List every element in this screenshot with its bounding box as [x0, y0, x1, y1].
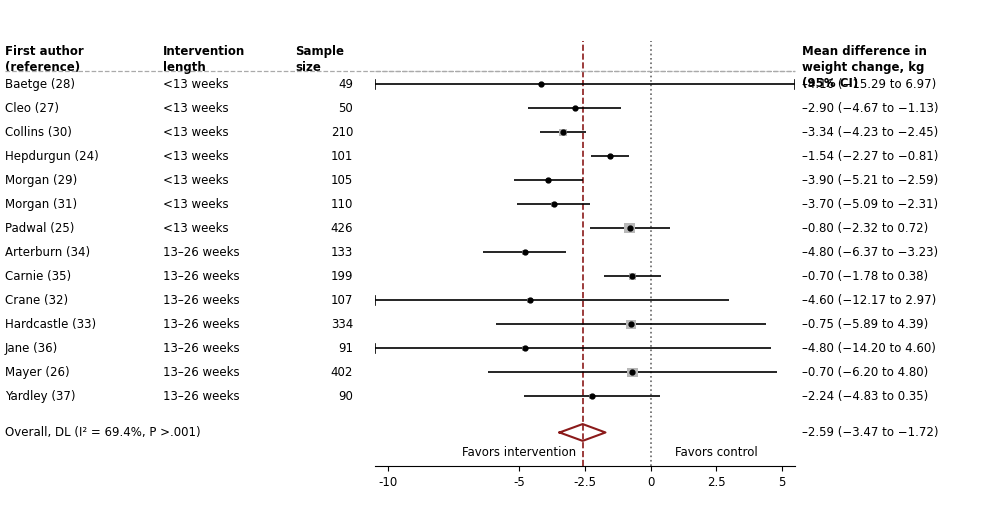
- Text: 402: 402: [331, 366, 353, 379]
- Bar: [527, 298, 533, 303]
- Text: Yardley (37): Yardley (37): [5, 390, 76, 403]
- Text: Mayer (26): Mayer (26): [5, 366, 70, 379]
- Text: Hepdurgun (24): Hepdurgun (24): [5, 150, 99, 163]
- Text: Morgan (29): Morgan (29): [5, 174, 77, 187]
- Text: 13–26 weeks: 13–26 weeks: [163, 366, 240, 379]
- Text: Baetge (28): Baetge (28): [5, 78, 75, 91]
- Text: Padwal (25): Padwal (25): [5, 222, 74, 235]
- Text: Collins (30): Collins (30): [5, 126, 72, 139]
- Text: –4.80 (−14.20 to 4.60): –4.80 (−14.20 to 4.60): [802, 342, 936, 355]
- Bar: [522, 250, 528, 255]
- Text: Overall, DL (I² = 69.4%, P >.001): Overall, DL (I² = 69.4%, P >.001): [5, 426, 201, 439]
- Text: Favors intervention: Favors intervention: [462, 446, 576, 459]
- Text: Jane (36): Jane (36): [5, 342, 58, 355]
- Text: –4.60 (−12.17 to 2.97): –4.60 (−12.17 to 2.97): [802, 294, 936, 307]
- Text: Intervention
length: Intervention length: [163, 45, 245, 74]
- Text: <13 weeks: <13 weeks: [163, 102, 229, 115]
- Text: 210: 210: [331, 126, 353, 139]
- Text: –3.34 (−4.23 to −2.45): –3.34 (−4.23 to −2.45): [802, 126, 938, 139]
- Text: 90: 90: [338, 390, 353, 403]
- Text: 13–26 weeks: 13–26 weeks: [163, 318, 240, 331]
- Text: 101: 101: [331, 150, 353, 163]
- Text: –0.70 (−1.78 to 0.38): –0.70 (−1.78 to 0.38): [802, 270, 928, 283]
- Text: Sample
size: Sample size: [295, 45, 344, 74]
- Text: <13 weeks: <13 weeks: [163, 174, 229, 187]
- Bar: [589, 394, 594, 399]
- Text: Crane (32): Crane (32): [5, 294, 68, 307]
- Text: –3.90 (−5.21 to −2.59): –3.90 (−5.21 to −2.59): [802, 174, 938, 187]
- Text: Arterburn (34): Arterburn (34): [5, 246, 90, 259]
- Text: 199: 199: [330, 270, 353, 283]
- Text: First author
(reference): First author (reference): [5, 45, 84, 74]
- Text: 13–26 weeks: 13–26 weeks: [163, 246, 240, 259]
- Text: –2.59 (−3.47 to −1.72): –2.59 (−3.47 to −1.72): [802, 426, 938, 439]
- Text: 13–26 weeks: 13–26 weeks: [163, 342, 240, 355]
- Bar: [551, 202, 556, 207]
- Bar: [629, 273, 636, 280]
- Bar: [522, 346, 527, 351]
- Text: <13 weeks: <13 weeks: [163, 198, 229, 211]
- Text: –0.75 (−5.89 to 4.39): –0.75 (−5.89 to 4.39): [802, 318, 928, 331]
- Text: Favors control: Favors control: [675, 446, 758, 459]
- Bar: [559, 129, 567, 136]
- Text: 91: 91: [338, 342, 353, 355]
- Text: 334: 334: [331, 318, 353, 331]
- Text: Mean difference in
weight change, kg
(95% CI): Mean difference in weight change, kg (95…: [802, 45, 927, 90]
- Text: <13 weeks: <13 weeks: [163, 222, 229, 235]
- Text: –0.80 (−2.32 to 0.72): –0.80 (−2.32 to 0.72): [802, 222, 928, 235]
- Text: –3.70 (−5.09 to −2.31): –3.70 (−5.09 to −2.31): [802, 198, 938, 211]
- Text: 13–26 weeks: 13–26 weeks: [163, 390, 240, 403]
- Bar: [608, 154, 613, 159]
- Text: Carnie (35): Carnie (35): [5, 270, 71, 283]
- Text: 426: 426: [330, 222, 353, 235]
- Text: 107: 107: [331, 294, 353, 307]
- Text: 13–26 weeks: 13–26 weeks: [163, 294, 240, 307]
- Text: <13 weeks: <13 weeks: [163, 150, 229, 163]
- Text: –2.90 (−4.67 to −1.13): –2.90 (−4.67 to −1.13): [802, 102, 938, 115]
- Text: <13 weeks: <13 weeks: [163, 126, 229, 139]
- Bar: [627, 368, 638, 377]
- Text: Cleo (27): Cleo (27): [5, 102, 59, 115]
- Bar: [624, 224, 635, 233]
- Text: –4.80 (−6.37 to −3.23): –4.80 (−6.37 to −3.23): [802, 246, 938, 259]
- Text: 50: 50: [338, 102, 353, 115]
- Bar: [626, 320, 636, 329]
- Text: <13 weeks: <13 weeks: [163, 78, 229, 91]
- Text: –1.54 (−2.27 to −0.81): –1.54 (−2.27 to −0.81): [802, 150, 938, 163]
- Text: Morgan (31): Morgan (31): [5, 198, 77, 211]
- Bar: [540, 83, 543, 86]
- Text: –4.16 (−15.29 to 6.97): –4.16 (−15.29 to 6.97): [802, 78, 936, 91]
- Text: 133: 133: [331, 246, 353, 259]
- Text: 49: 49: [338, 78, 353, 91]
- Text: 105: 105: [331, 174, 353, 187]
- Text: 110: 110: [331, 198, 353, 211]
- Text: –2.24 (−4.83 to 0.35): –2.24 (−4.83 to 0.35): [802, 390, 928, 403]
- Bar: [573, 107, 576, 110]
- Text: –0.70 (−6.20 to 4.80): –0.70 (−6.20 to 4.80): [802, 366, 928, 379]
- Text: 13–26 weeks: 13–26 weeks: [163, 270, 240, 283]
- Text: Hardcastle (33): Hardcastle (33): [5, 318, 96, 331]
- Bar: [546, 178, 551, 183]
